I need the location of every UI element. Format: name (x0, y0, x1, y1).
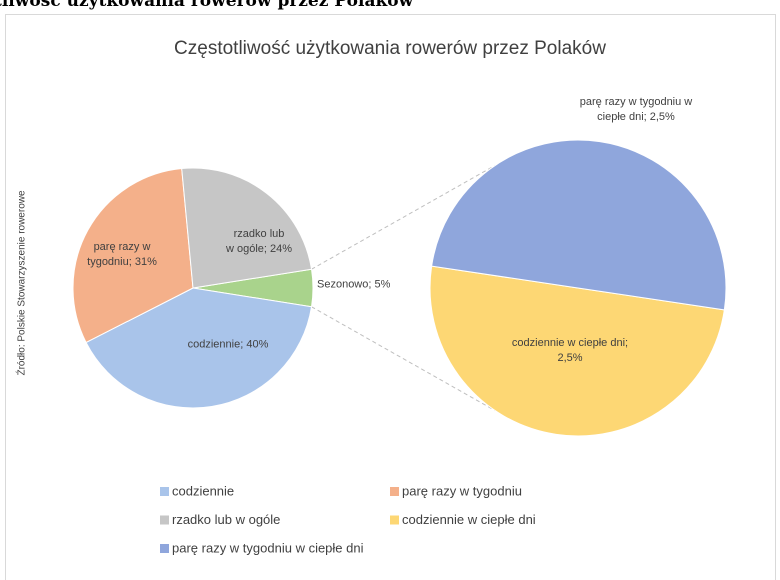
legend-label: rzadko lub w ogóle (172, 512, 280, 527)
legend-label: parę razy w tygodniu w ciepłe dni (172, 540, 364, 555)
data-label: parę razy w tygodniu; 31% (87, 241, 157, 268)
connector-line (311, 164, 496, 270)
data-label: rzadko lub w ogóle; 24% (225, 228, 293, 255)
data-label: Sezonowo; 5% (317, 278, 391, 291)
pie-slice (429, 265, 725, 437)
pie-slice (85, 287, 313, 409)
source-label: Źródło: Polskie Stowarzyszenie rowerowe (15, 190, 28, 376)
chart-title: Częstotliwość użytkowania rowerów przez … (174, 38, 606, 59)
legend-swatch (160, 515, 169, 525)
data-label: codziennie; 40% (187, 338, 269, 351)
legend-swatch (390, 515, 399, 525)
legend-swatch (160, 544, 169, 553)
legend-label: codziennie (172, 483, 234, 498)
legend-swatch (390, 487, 399, 496)
page-heading: tliwość użytkowania rowerów przez Polakó… (0, 0, 414, 11)
legend-label: parę razy w tygodniu (402, 483, 522, 498)
pie-slice (181, 167, 313, 289)
connector-line (311, 306, 496, 412)
data-label: codziennie w ciepłe dni; 2,5% (511, 337, 629, 364)
legend-swatch (160, 487, 169, 496)
legend-label: codziennie w ciepłe dni (402, 512, 536, 527)
data-label: parę razy w tygodniu w ciepłe dni; 2,5% (579, 96, 693, 123)
pie-slice (431, 139, 727, 311)
pie-slice (72, 167, 194, 344)
